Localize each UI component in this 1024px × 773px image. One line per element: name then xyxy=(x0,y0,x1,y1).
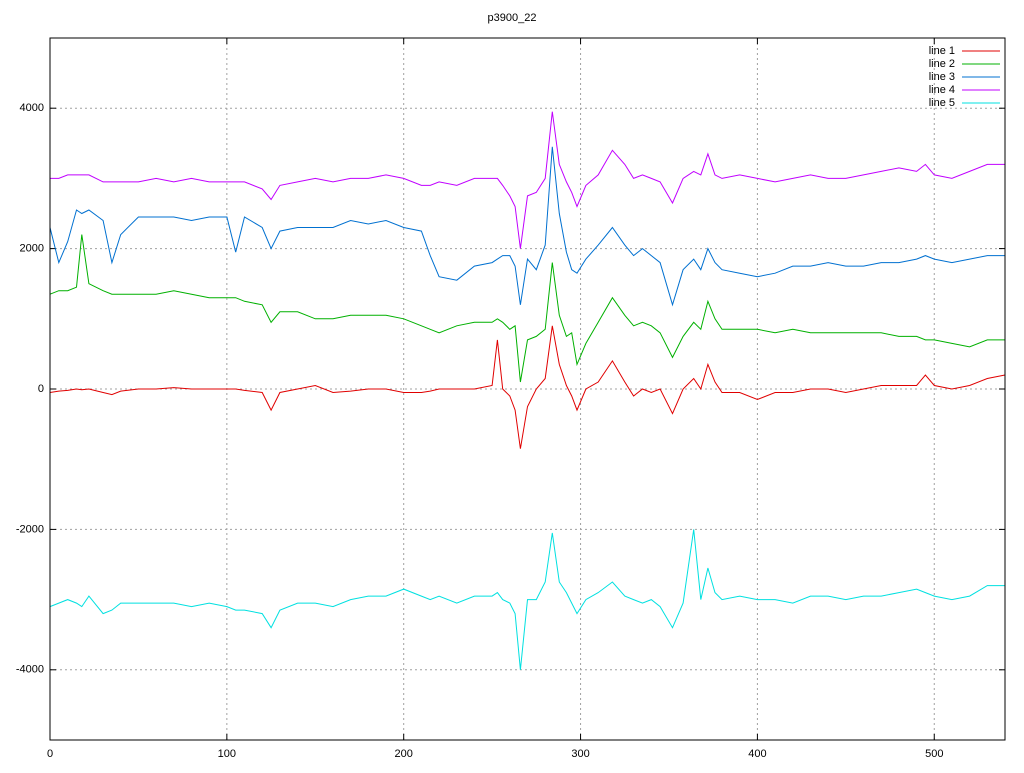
grid: -4000 -2000 0 2000 4000 0 100 200 300 400 500 xyxy=(16,38,1005,760)
legend-label: line 3 xyxy=(929,71,955,83)
legend-label: line 5 xyxy=(929,97,955,109)
y-tick-label: 4000 xyxy=(20,102,44,114)
plot-lines xyxy=(49,111,1006,670)
x-tick-label: 0 xyxy=(47,748,53,760)
x-tick-label: 300 xyxy=(571,748,589,760)
y-tick-label: -2000 xyxy=(16,523,44,535)
x-tick-label: 200 xyxy=(395,748,413,760)
x-tick-label: 500 xyxy=(925,748,943,760)
x-tick-label: 400 xyxy=(748,748,766,760)
x-tick-label: 100 xyxy=(218,748,236,760)
y-tick-label: 0 xyxy=(38,383,44,395)
legend-label: line 2 xyxy=(929,58,955,70)
data-line xyxy=(49,234,1005,383)
data-line xyxy=(49,529,1005,670)
y-tick-label: 2000 xyxy=(20,243,44,255)
data-line xyxy=(50,111,1005,249)
plot-frame xyxy=(49,37,1006,741)
legend-label: line 1 xyxy=(929,45,955,57)
chart-title: p3900_22 xyxy=(488,12,537,24)
data-line xyxy=(49,325,1006,449)
y-tick-label: -4000 xyxy=(16,664,44,676)
data-line xyxy=(49,146,1005,307)
legend-label: line 4 xyxy=(929,84,955,96)
